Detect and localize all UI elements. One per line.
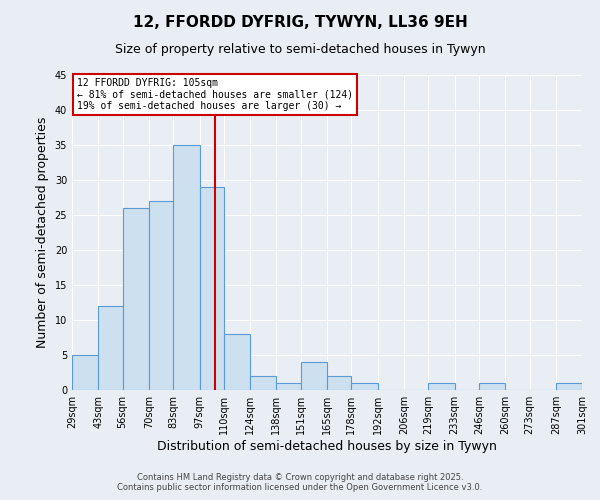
Bar (224, 334, 250, 390)
Y-axis label: Number of semi-detached properties: Number of semi-detached properties (36, 117, 49, 348)
Bar (301, 362, 327, 390)
Bar (327, 376, 352, 390)
Text: 12, FFORDD DYFRIG, TYWYN, LL36 9EH: 12, FFORDD DYFRIG, TYWYN, LL36 9EH (133, 15, 467, 30)
Bar (428, 383, 455, 390)
Text: Contains public sector information licensed under the Open Government Licence v3: Contains public sector information licen… (118, 484, 482, 492)
Text: Contains HM Land Registry data © Crown copyright and database right 2025.: Contains HM Land Registry data © Crown c… (137, 474, 463, 482)
Bar (250, 376, 277, 390)
Bar (556, 383, 582, 390)
Bar (173, 145, 199, 390)
Bar (277, 383, 301, 390)
Text: Size of property relative to semi-detached houses in Tywyn: Size of property relative to semi-detach… (115, 42, 485, 56)
Bar (98, 306, 122, 390)
Bar (149, 201, 173, 390)
Bar (122, 208, 149, 390)
Bar (199, 187, 224, 390)
Bar (72, 355, 98, 390)
Bar (479, 383, 505, 390)
X-axis label: Distribution of semi-detached houses by size in Tywyn: Distribution of semi-detached houses by … (157, 440, 497, 453)
Bar (352, 383, 377, 390)
Text: 12 FFORDD DYFRIG: 105sqm
← 81% of semi-detached houses are smaller (124)
19% of : 12 FFORDD DYFRIG: 105sqm ← 81% of semi-d… (77, 78, 353, 112)
